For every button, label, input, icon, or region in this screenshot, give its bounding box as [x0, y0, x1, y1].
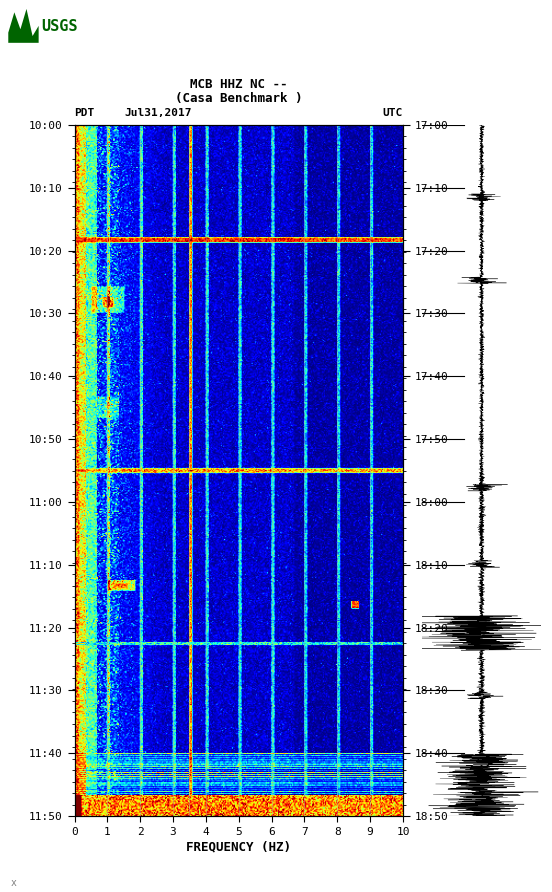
- Polygon shape: [8, 9, 39, 43]
- Text: PDT: PDT: [75, 108, 95, 119]
- Text: MCB HHZ NC --: MCB HHZ NC --: [190, 78, 288, 91]
- Text: UTC: UTC: [383, 108, 403, 119]
- Text: USGS: USGS: [41, 20, 78, 34]
- Text: (Casa Benchmark ): (Casa Benchmark ): [175, 92, 302, 104]
- X-axis label: FREQUENCY (HZ): FREQUENCY (HZ): [186, 841, 291, 854]
- Text: x: x: [11, 879, 17, 888]
- Text: Jul31,2017: Jul31,2017: [124, 108, 192, 119]
